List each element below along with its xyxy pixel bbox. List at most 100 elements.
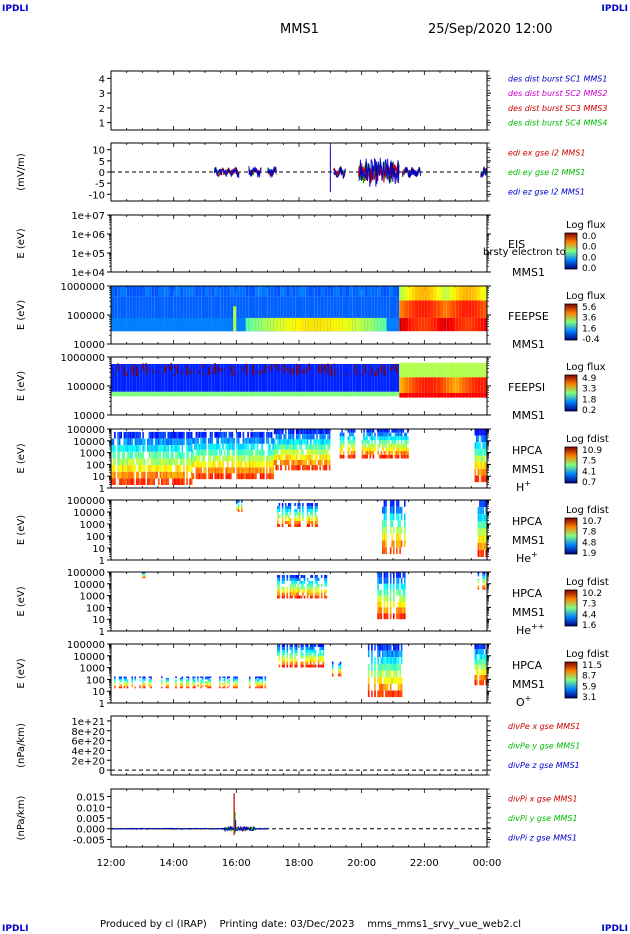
spec-cell — [396, 657, 398, 664]
spec-cell — [300, 580, 303, 584]
spec-cell — [378, 454, 381, 459]
spec-cell — [300, 454, 303, 460]
spec-cell — [404, 607, 406, 614]
spec-cell — [234, 686, 237, 689]
spec-cell — [112, 445, 115, 452]
spec-cell — [236, 317, 240, 332]
spec-cell — [377, 577, 379, 584]
spec-cell — [283, 575, 285, 578]
spec-cell — [161, 317, 165, 332]
spec-cell — [192, 296, 196, 332]
spec-cell — [228, 682, 231, 684]
spec-cell — [228, 449, 231, 456]
spec-cell — [477, 362, 481, 378]
spec-cell — [414, 286, 418, 301]
spec-cell — [308, 647, 310, 650]
spec-cell — [142, 676, 144, 678]
spec-speckle — [236, 373, 238, 375]
spec-cell — [228, 467, 231, 474]
spec-cell — [385, 677, 387, 684]
spec-cell — [479, 500, 481, 508]
spec-cell — [222, 431, 224, 438]
spec-cell — [297, 586, 299, 590]
spec-cell — [399, 451, 401, 455]
spec-cell — [483, 587, 486, 590]
spec-cell — [313, 465, 315, 471]
spec-cell — [330, 364, 334, 392]
spec-cell — [292, 429, 295, 435]
spec-cell — [483, 669, 486, 675]
y-tick-label: 0 — [99, 766, 105, 777]
spec-cell — [311, 664, 314, 668]
spec-cell — [480, 393, 484, 398]
spec-cell — [405, 362, 409, 378]
spec-cell — [125, 465, 127, 472]
spec-cell — [248, 296, 252, 332]
spec-cell — [223, 317, 227, 332]
spec-cell — [378, 613, 381, 620]
spec-cell — [339, 364, 343, 392]
y-tick-label: 0.005 — [76, 814, 105, 825]
spec-cell — [361, 391, 365, 397]
spec-cell — [396, 663, 398, 671]
spec-cell — [397, 436, 400, 441]
spec-cell — [446, 317, 450, 332]
spec-cell — [170, 471, 173, 479]
y-tick-label: 0.015 — [76, 793, 105, 804]
spec-cell — [208, 679, 210, 681]
spec-cell — [225, 473, 227, 480]
spec-cell — [226, 677, 229, 680]
spec-speckle — [129, 371, 132, 372]
spec-cell — [187, 458, 190, 466]
spec-cell — [161, 458, 163, 466]
colorbar-tick-label: 0.7 — [582, 478, 596, 488]
spec-cell — [120, 364, 124, 392]
spec-cell — [208, 296, 212, 332]
spec-cell — [482, 435, 484, 443]
spec-cell — [129, 438, 132, 446]
spec-cell — [399, 432, 401, 437]
spec-speckle — [239, 372, 241, 374]
spec-cell — [158, 286, 162, 297]
spec-cell — [261, 391, 265, 397]
spec-cell — [161, 465, 163, 472]
spec-cell — [114, 679, 116, 681]
spec-cell — [142, 317, 146, 332]
spec-cell — [136, 438, 138, 446]
spec-speckle — [320, 373, 323, 375]
spec-cell — [322, 652, 325, 656]
spec-cell — [363, 429, 365, 433]
spec-cell — [167, 391, 171, 397]
spec-cell — [181, 451, 184, 459]
spec-cell — [314, 644, 317, 647]
instrument-label: EIS — [508, 238, 525, 251]
spec-cell — [176, 451, 179, 459]
spec-cell — [237, 455, 240, 462]
spec-cell — [189, 296, 193, 332]
spec-cell — [308, 655, 310, 659]
spec-cell — [183, 451, 185, 459]
spec-cell — [313, 434, 315, 440]
spec-cell — [397, 443, 400, 448]
spec-cell — [358, 391, 362, 397]
spec-cell — [485, 442, 487, 449]
hpca-he2-spectrogram — [142, 572, 486, 620]
spec-cell — [394, 644, 397, 651]
spec-cell — [377, 447, 379, 452]
spec-cell — [223, 431, 226, 438]
spec-speckle — [145, 363, 147, 374]
spec-cell — [389, 577, 392, 584]
spec-cell — [353, 436, 356, 441]
spec-cell — [302, 575, 304, 578]
spec-cell — [465, 286, 469, 301]
spec-cell — [139, 478, 141, 485]
spec-cell — [396, 506, 398, 514]
spec-cell — [242, 317, 246, 332]
spec-cell — [385, 527, 387, 534]
spec-cell — [242, 443, 245, 450]
spec-cell — [433, 300, 437, 318]
spec-cell — [382, 436, 384, 441]
spec-cell — [273, 454, 276, 460]
spec-cell — [443, 286, 447, 301]
